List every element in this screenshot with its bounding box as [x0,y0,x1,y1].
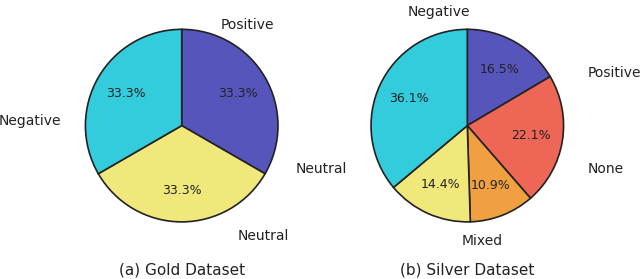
Text: Mixed: Mixed [461,234,502,248]
Text: 36.1%: 36.1% [389,92,429,105]
Text: Negative: Negative [0,114,61,128]
Text: 14.4%: 14.4% [421,178,461,191]
Text: 16.5%: 16.5% [479,63,519,76]
Text: 10.9%: 10.9% [471,179,511,192]
Text: 22.1%: 22.1% [511,129,551,142]
Wedge shape [467,126,531,222]
Text: None: None [588,162,624,176]
Text: Neutral: Neutral [296,162,347,176]
Text: 33.3%: 33.3% [162,184,202,197]
Text: Positive: Positive [220,18,274,32]
Wedge shape [394,126,470,222]
Wedge shape [467,29,550,126]
Wedge shape [182,29,278,174]
Wedge shape [85,29,182,174]
Text: Negative: Negative [407,5,470,19]
Text: Neutral: Neutral [238,229,289,243]
Title: (b) Silver Dataset: (b) Silver Dataset [400,263,534,278]
Title: (a) Gold Dataset: (a) Gold Dataset [118,263,244,278]
Wedge shape [371,29,467,187]
Wedge shape [467,77,564,198]
Text: Positive: Positive [588,66,640,80]
Text: 33.3%: 33.3% [218,87,257,100]
Wedge shape [99,126,265,222]
Text: 33.3%: 33.3% [106,87,146,100]
